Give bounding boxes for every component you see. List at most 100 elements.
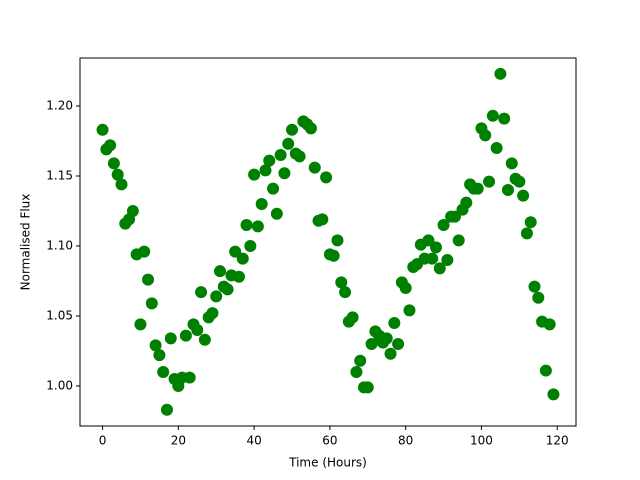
data-point	[365, 337, 378, 350]
data-point	[267, 182, 280, 195]
data-point	[392, 337, 405, 350]
data-point	[96, 123, 109, 136]
data-point	[104, 139, 117, 152]
data-point	[539, 364, 552, 377]
data-point	[441, 253, 454, 266]
data-point	[255, 197, 268, 210]
x-tick-label: 0	[99, 434, 107, 448]
data-point	[433, 262, 446, 275]
data-point	[293, 150, 306, 163]
data-point	[494, 67, 507, 80]
data-point	[263, 154, 276, 167]
data-point	[195, 286, 208, 299]
data-point	[350, 365, 363, 378]
data-point	[126, 204, 139, 217]
data-point	[320, 171, 333, 184]
data-point	[240, 218, 253, 231]
data-point	[286, 123, 299, 136]
data-point	[278, 167, 291, 180]
data-point	[251, 220, 264, 233]
data-point	[517, 189, 530, 202]
data-point	[160, 403, 173, 416]
y-tick-label: 1.05	[46, 308, 73, 322]
data-point	[316, 213, 329, 226]
data-point	[388, 316, 401, 329]
x-tick-label: 80	[398, 434, 413, 448]
data-point	[331, 234, 344, 247]
data-point	[354, 354, 367, 367]
data-point	[479, 129, 492, 142]
data-point	[471, 182, 484, 195]
data-point	[426, 252, 439, 265]
data-point	[164, 332, 177, 345]
data-point	[134, 318, 147, 331]
data-point	[520, 227, 533, 240]
x-axis-label: Time (Hours)	[288, 456, 367, 470]
data-point	[270, 207, 283, 220]
data-point	[505, 157, 518, 170]
data-point	[115, 178, 128, 191]
data-point	[198, 333, 211, 346]
data-point	[452, 234, 465, 247]
x-tick-label: 100	[470, 434, 493, 448]
y-axis-label: Normalised Flux	[19, 194, 33, 291]
y-tick-label: 1.00	[46, 378, 73, 392]
data-point	[111, 168, 124, 181]
x-tick-label: 40	[246, 434, 261, 448]
data-point	[107, 157, 120, 170]
data-point	[229, 245, 242, 258]
data-point	[532, 291, 545, 304]
x-tick-label: 60	[322, 434, 337, 448]
y-tick-label: 1.10	[46, 238, 73, 252]
x-tick-label: 20	[171, 434, 186, 448]
y-tick-label: 1.15	[46, 169, 73, 183]
data-point	[429, 241, 442, 254]
data-point	[346, 311, 359, 324]
data-point	[486, 109, 499, 122]
data-point	[214, 265, 227, 278]
data-point	[437, 218, 450, 231]
data-point	[448, 210, 461, 223]
data-point	[543, 318, 556, 331]
data-point	[335, 276, 348, 289]
data-point	[460, 196, 473, 209]
data-point	[490, 142, 503, 155]
data-point	[422, 234, 435, 247]
data-point	[399, 281, 412, 294]
data-point	[153, 349, 166, 362]
data-point	[380, 332, 393, 345]
data-point	[528, 280, 541, 293]
data-point	[259, 164, 272, 177]
data-point	[179, 329, 192, 342]
data-point	[403, 304, 416, 317]
data-point	[236, 252, 249, 265]
x-tick-label: 120	[546, 434, 569, 448]
plot-frame	[79, 57, 577, 427]
data-point	[191, 323, 204, 336]
data-point	[157, 365, 170, 378]
data-point	[149, 339, 162, 352]
data-point	[361, 381, 374, 394]
data-point	[210, 290, 223, 303]
data-point	[142, 273, 155, 286]
data-point	[339, 286, 352, 299]
data-point	[248, 168, 261, 181]
data-point	[221, 283, 234, 296]
data-point	[138, 245, 151, 258]
data-point	[501, 183, 514, 196]
data-point	[384, 347, 397, 360]
data-point	[308, 161, 321, 174]
data-point	[183, 371, 196, 384]
data-point	[547, 388, 560, 401]
data-point	[282, 137, 295, 150]
data-point	[145, 297, 158, 310]
data-point	[524, 216, 537, 229]
data-point	[232, 270, 245, 283]
data-point	[327, 249, 340, 262]
data-point	[498, 112, 511, 125]
data-point	[513, 175, 526, 188]
y-tick-label: 1.20	[46, 99, 73, 113]
data-point	[274, 149, 287, 162]
data-point	[304, 122, 317, 135]
